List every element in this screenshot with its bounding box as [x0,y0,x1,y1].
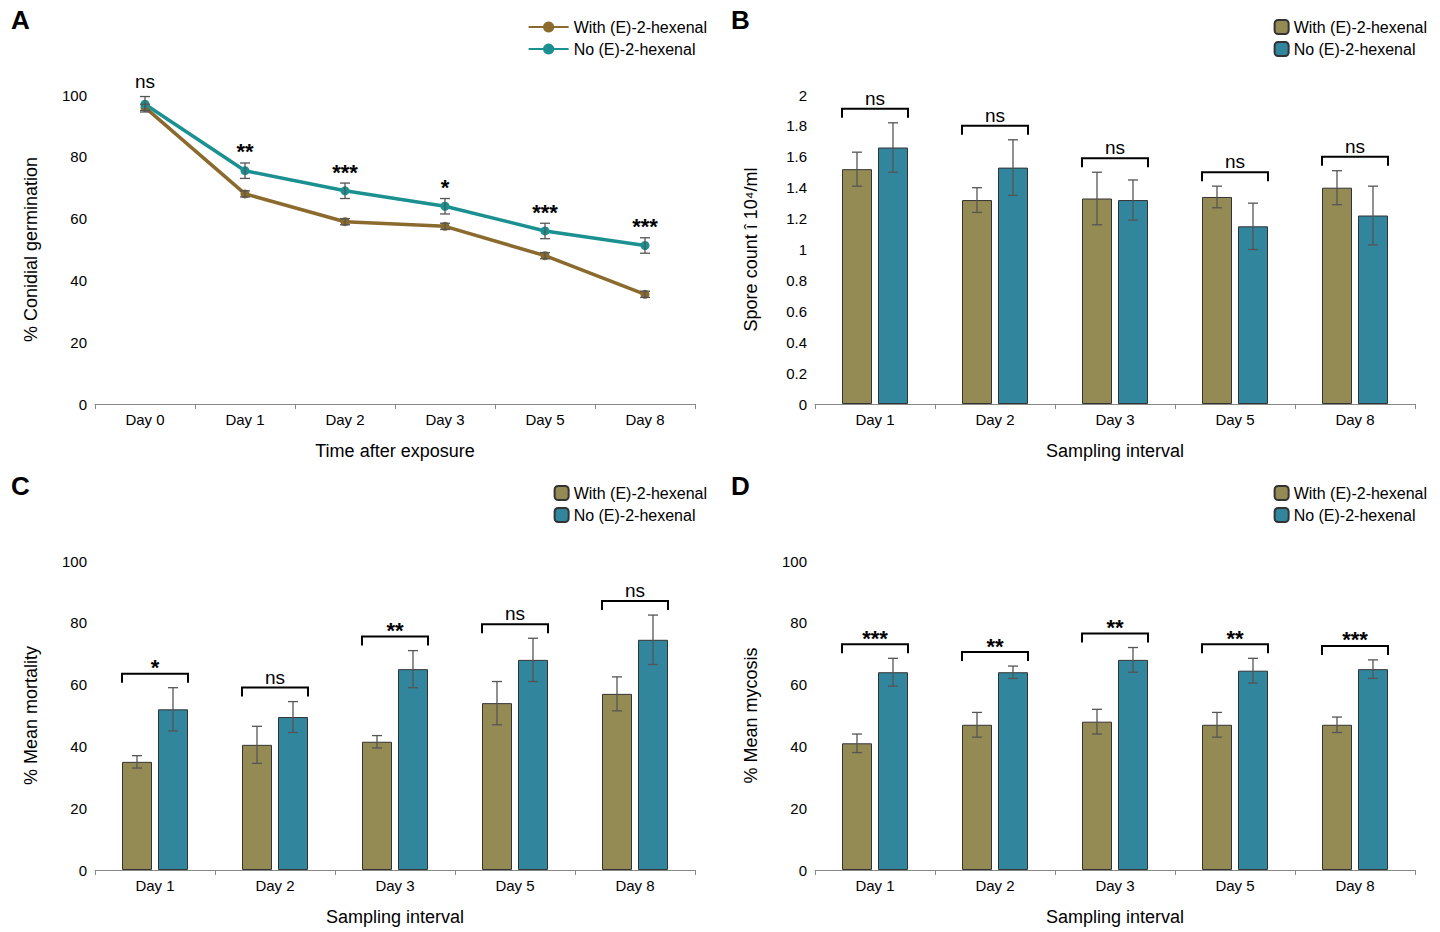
svg-text:80: 80 [790,614,807,631]
svg-text:1: 1 [799,241,807,258]
svg-text:Day 1: Day 1 [225,411,264,428]
svg-text:ns: ns [265,667,285,688]
svg-text:100: 100 [62,87,87,104]
svg-text:ns: ns [505,603,525,624]
svg-text:**: ** [1226,626,1244,651]
svg-text:ns: ns [985,105,1005,126]
svg-text:Time after exposure: Time after exposure [315,441,474,461]
svg-text:Sampling interval: Sampling interval [1046,907,1184,927]
svg-text:ns: ns [135,71,155,92]
svg-text:20: 20 [70,800,87,817]
svg-text:60: 60 [790,676,807,693]
svg-text:Day 8: Day 8 [1335,877,1374,894]
svg-text:100: 100 [62,553,87,570]
svg-text:With (E)-2-hexenal: With (E)-2-hexenal [574,19,707,36]
svg-text:ns: ns [1345,136,1365,157]
svg-text:ns: ns [1225,151,1245,172]
svg-text:0.2: 0.2 [786,365,807,382]
svg-text:*: * [151,655,160,680]
svg-text:***: *** [332,160,358,185]
svg-text:20: 20 [790,800,807,817]
svg-text:100: 100 [782,553,807,570]
svg-text:0: 0 [799,396,807,413]
svg-text:ns: ns [865,88,885,109]
svg-text:40: 40 [790,738,807,755]
svg-text:Day 1: Day 1 [135,877,174,894]
svg-text:0.8: 0.8 [786,272,807,289]
svg-text:60: 60 [70,210,87,227]
svg-text:No (E)-2-hexenal: No (E)-2-hexenal [574,41,696,58]
svg-text:Spore count î 10⁴/ml: Spore count î 10⁴/ml [741,168,761,332]
svg-text:**: ** [986,634,1004,659]
svg-text:80: 80 [70,148,87,165]
svg-text:0.6: 0.6 [786,303,807,320]
svg-text:B: B [731,5,750,35]
svg-text:1.2: 1.2 [786,210,807,227]
svg-text:Day 2: Day 2 [975,877,1014,894]
svg-text:Sampling interval: Sampling interval [326,907,464,927]
svg-text:With (E)-2-hexenal: With (E)-2-hexenal [1294,485,1427,502]
svg-text:% Conidial germination: % Conidial germination [21,157,41,342]
svg-text:Day 2: Day 2 [325,411,364,428]
svg-text:***: *** [862,626,888,651]
svg-text:Day 1: Day 1 [855,877,894,894]
svg-text:A: A [11,5,30,35]
svg-text:1.4: 1.4 [786,179,807,196]
svg-text:Day 8: Day 8 [1335,411,1374,428]
svg-text:60: 60 [70,676,87,693]
svg-text:With (E)-2-hexenal: With (E)-2-hexenal [1294,19,1427,36]
svg-text:ns: ns [1105,137,1125,158]
svg-text:*: * [441,175,450,200]
svg-text:0.4: 0.4 [786,334,807,351]
svg-text:1.6: 1.6 [786,148,807,165]
svg-text:Day 2: Day 2 [975,411,1014,428]
svg-text:With (E)-2-hexenal: With (E)-2-hexenal [574,485,707,502]
svg-text:D: D [731,471,750,501]
svg-text:**: ** [1106,615,1124,640]
svg-text:% Mean mortality: % Mean mortality [21,646,41,785]
svg-text:***: *** [1342,627,1368,652]
svg-text:Day 5: Day 5 [525,411,564,428]
svg-text:1.8: 1.8 [786,117,807,134]
svg-text:Day 8: Day 8 [615,877,654,894]
svg-text:No (E)-2-hexenal: No (E)-2-hexenal [1294,507,1416,524]
svg-text:No (E)-2-hexenal: No (E)-2-hexenal [1294,41,1416,58]
svg-text:Day 3: Day 3 [375,877,414,894]
svg-text:0: 0 [79,396,87,413]
svg-text:Day 2: Day 2 [255,877,294,894]
svg-text:0: 0 [79,862,87,879]
svg-text:0: 0 [799,862,807,879]
svg-text:80: 80 [70,614,87,631]
svg-text:Day 3: Day 3 [1095,877,1134,894]
svg-text:% Mean mycosis: % Mean mycosis [741,647,761,783]
svg-text:Day 1: Day 1 [855,411,894,428]
svg-text:Day 0: Day 0 [125,411,164,428]
svg-text:***: *** [532,200,558,225]
svg-text:Day 3: Day 3 [1095,411,1134,428]
svg-text:ns: ns [625,580,645,601]
svg-text:Day 8: Day 8 [625,411,664,428]
svg-text:C: C [11,471,30,501]
svg-text:Day 3: Day 3 [425,411,464,428]
svg-text:40: 40 [70,738,87,755]
svg-text:40: 40 [70,272,87,289]
svg-text:***: *** [632,214,658,239]
svg-text:**: ** [386,618,404,643]
svg-text:Sampling interval: Sampling interval [1046,441,1184,461]
svg-text:Day 5: Day 5 [1215,411,1254,428]
svg-text:Day 5: Day 5 [1215,877,1254,894]
svg-text:Day 5: Day 5 [495,877,534,894]
svg-text:**: ** [236,139,254,164]
svg-text:No (E)-2-hexenal: No (E)-2-hexenal [574,507,696,524]
svg-text:2: 2 [799,87,807,104]
svg-text:20: 20 [70,334,87,351]
